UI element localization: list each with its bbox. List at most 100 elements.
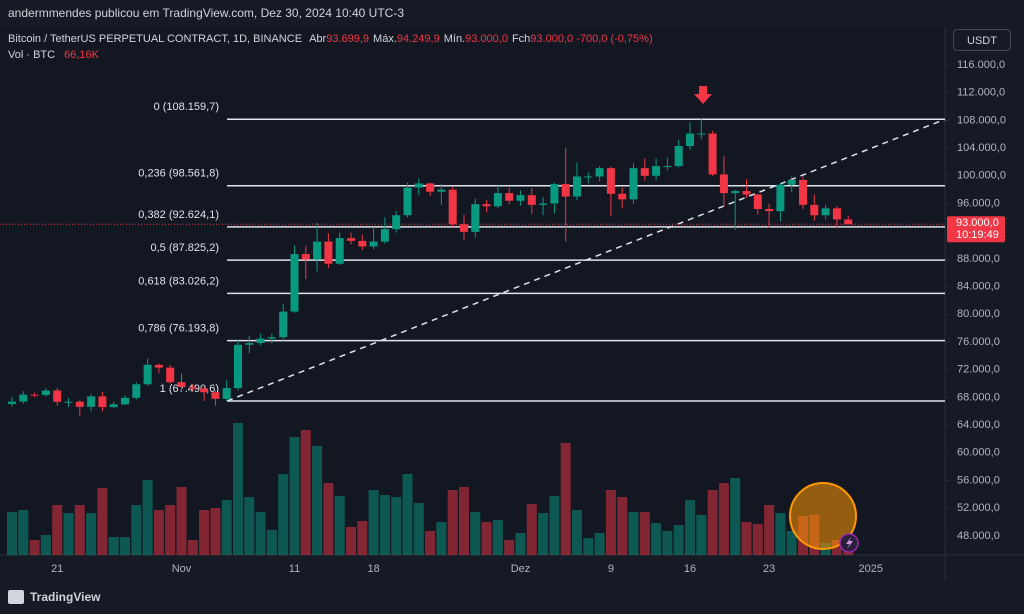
currency-button[interactable]: USDT <box>953 29 1011 51</box>
volume-bar <box>764 505 775 555</box>
volume-bar <box>199 510 210 555</box>
volume-bar <box>334 496 345 555</box>
volume-bar <box>97 488 108 555</box>
volume-bar <box>120 537 130 555</box>
volume-bar <box>673 525 684 555</box>
y-tick-label: 56.000,0 <box>957 474 1000 486</box>
candle-body <box>256 338 265 344</box>
y-tick-label: 108.000,0 <box>957 114 1006 126</box>
y-tick-label: 52.000,0 <box>957 502 1000 514</box>
y-tick-label: 48.000,0 <box>957 530 1000 542</box>
volume-bar <box>515 533 526 555</box>
price-tag-countdown: 10:19:49 <box>956 229 999 241</box>
y-tick-label: 112.000,0 <box>957 87 1005 99</box>
x-tick-label: Nov <box>172 563 192 575</box>
candle-body <box>731 191 740 194</box>
x-tick-label: 21 <box>51 563 63 575</box>
volume-bar <box>368 490 379 555</box>
candle-body <box>448 189 457 225</box>
candle-body <box>719 174 728 194</box>
candle-body <box>380 229 389 242</box>
volume-bar <box>402 474 413 555</box>
candle-body <box>753 194 762 210</box>
volume-bar <box>628 512 639 555</box>
volume-bar <box>775 513 786 555</box>
volume-bar <box>244 497 255 555</box>
candle-body <box>211 392 220 399</box>
candle-body <box>267 337 276 339</box>
legend-label: Fch <box>511 33 531 45</box>
volume-bar <box>470 512 481 555</box>
candle-body <box>166 367 175 383</box>
price-tag-box <box>947 216 1005 243</box>
trend-line <box>226 118 946 402</box>
volume-bar <box>233 423 243 555</box>
candle-body <box>663 166 672 168</box>
volume-bar <box>413 503 424 555</box>
volume-value: 66,16K <box>64 49 100 61</box>
fib-label: 0,236 (98.561,8) <box>138 168 219 180</box>
candle-body <box>787 179 796 185</box>
candle-body <box>8 401 16 405</box>
legend-label: Mín. <box>443 33 466 45</box>
volume-bar <box>526 504 537 555</box>
volume-bar <box>786 531 797 555</box>
candle-body <box>505 193 514 201</box>
candle-body <box>222 388 231 399</box>
candle-body <box>810 204 819 216</box>
candle-body <box>573 176 581 197</box>
y-tick-label: 88.000,0 <box>957 253 1000 265</box>
candle-body <box>437 189 446 192</box>
volume-bar <box>741 522 752 555</box>
publisher: andermmendes publicou em TradingView.com… <box>8 6 404 20</box>
candle-body <box>301 254 310 260</box>
volume-bar <box>153 510 164 555</box>
symbol-name: Bitcoin / TetherUS PERPETUAL CONTRACT, 1… <box>8 33 303 45</box>
volume-bar <box>391 497 402 555</box>
candle-body <box>154 364 163 368</box>
candle-body <box>776 184 785 212</box>
x-tick-label: 18 <box>367 563 379 575</box>
volume-bar <box>278 474 289 555</box>
volume-bar <box>459 487 469 555</box>
fib-label: 0,382 (92.624,1) <box>138 209 219 221</box>
candle-body <box>200 388 209 393</box>
candle-body <box>347 238 355 241</box>
y-tick-label: 64.000,0 <box>957 419 1000 431</box>
volume-bar <box>357 521 368 555</box>
candle-body <box>742 191 751 195</box>
volume-bar <box>504 540 515 555</box>
fib-label: 1 (67.490,6) <box>160 383 219 395</box>
candle-body <box>313 241 322 260</box>
volume-bar <box>221 500 232 555</box>
candle-body <box>414 183 423 188</box>
change: -700,0 (-0,75%) <box>576 33 653 45</box>
volume-bar <box>707 490 718 555</box>
y-tick-label: 60.000,0 <box>957 447 1000 459</box>
candle-body <box>516 195 525 201</box>
volume-bar <box>752 524 763 555</box>
candle-body <box>290 254 299 312</box>
highlight-circle <box>789 482 857 550</box>
candle-body <box>19 394 28 402</box>
volume-bar <box>323 483 334 555</box>
candle-body <box>606 168 615 194</box>
volume-bar <box>165 505 176 555</box>
candle-body <box>245 343 254 345</box>
volume-bar <box>29 540 40 555</box>
candle-body <box>821 208 830 216</box>
x-tick-label: 2025 <box>859 563 883 575</box>
candle-body <box>30 394 39 396</box>
brand: TradingView <box>30 590 101 604</box>
volume-bar <box>425 531 436 555</box>
candle-body <box>234 344 242 389</box>
plot-area <box>0 28 945 555</box>
legend-label: Máx. <box>373 33 397 45</box>
volume-bar <box>289 437 300 555</box>
candle-body <box>844 219 853 225</box>
y-tick-label: 100.000,0 <box>957 170 1006 182</box>
candle-body <box>279 311 288 338</box>
candle-body <box>324 241 333 264</box>
candle-body <box>539 203 548 205</box>
